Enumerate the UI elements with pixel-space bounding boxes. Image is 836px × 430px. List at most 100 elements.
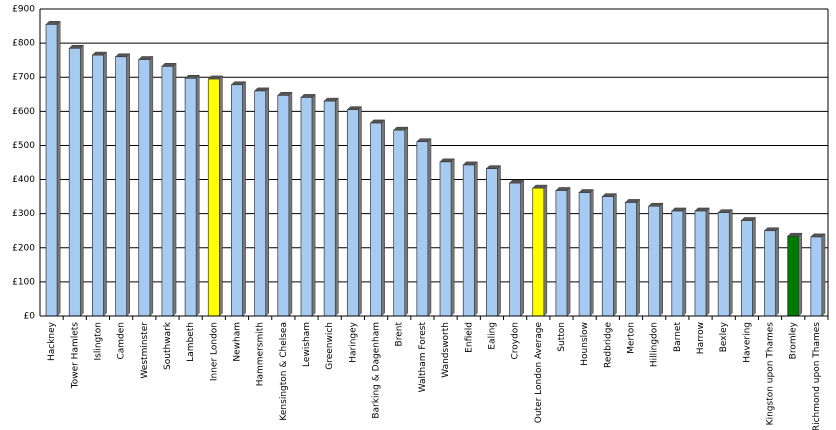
bar <box>68 47 81 317</box>
bar <box>300 96 313 317</box>
y-tick-label: £200 <box>12 243 35 253</box>
bar <box>601 196 614 317</box>
x-tick-label: Lambeth <box>186 322 196 362</box>
bar-side-shade <box>311 93 316 317</box>
bar-side-shade <box>682 207 687 317</box>
bar-side-shade <box>589 188 594 317</box>
y-tick-label: £400 <box>12 175 35 185</box>
bar <box>625 202 637 317</box>
x-tick-label: Southwark <box>163 321 173 370</box>
x-tick-label: Croydon <box>511 322 521 360</box>
x-tick-label: Newham <box>233 322 243 362</box>
bar-side-shade <box>659 202 663 317</box>
bar-side-shade <box>288 91 293 317</box>
bar <box>671 210 684 317</box>
bar <box>578 192 591 317</box>
y-tick-label: £700 <box>12 73 35 83</box>
bar <box>231 84 243 317</box>
bar-side-shade <box>103 51 107 317</box>
bar <box>92 54 104 317</box>
x-tick-label: Hounslow <box>580 322 590 366</box>
x-tick-label: Sutton <box>557 322 567 352</box>
x-tick-label: Bexley <box>719 321 729 352</box>
x-tick-label: Camden <box>117 322 127 360</box>
bar-side-shade <box>381 119 385 317</box>
bar-side-shade <box>427 138 432 317</box>
bar <box>416 141 429 317</box>
bar-side-shade <box>636 198 640 317</box>
x-tick-label: Kensington & Chelsea <box>279 322 289 421</box>
bar-side-shade <box>450 158 455 317</box>
x-tick-label: Enfield <box>464 322 474 353</box>
bar-side-shade <box>335 97 339 317</box>
y-tick-label: £800 <box>12 39 35 49</box>
bar <box>439 161 452 317</box>
x-tick-label: Westminster <box>140 322 150 379</box>
bar-side-shade <box>242 81 246 317</box>
bar <box>694 210 707 317</box>
bar-side-shade <box>613 193 617 317</box>
bar <box>486 168 498 317</box>
x-tick-label: Outer London Average <box>534 322 544 424</box>
x-tick-label: Ealing <box>487 322 497 350</box>
bar-side-shade <box>543 184 548 317</box>
y-tick-label: £900 <box>12 5 35 15</box>
x-tick-label: Barking & Dagenham <box>372 322 382 419</box>
y-tick-label: £0 <box>24 312 36 322</box>
bar <box>532 187 545 317</box>
bar <box>138 59 151 317</box>
bar-side-shade <box>149 55 154 317</box>
x-tick-label: Redbridge <box>603 322 613 368</box>
x-tick-label: Waltham Forest <box>418 322 428 393</box>
x-tick-label: Barnet <box>673 322 683 352</box>
bar-side-shade <box>126 53 130 317</box>
bar <box>45 24 58 317</box>
bar-side-shade <box>798 232 803 317</box>
x-tick-label: Wandsworth <box>441 322 451 378</box>
bar-side-shade <box>265 87 269 317</box>
bar <box>254 90 267 317</box>
bar-side-shade <box>404 126 409 317</box>
x-tick-label: Hillingdon <box>650 322 660 367</box>
bar <box>787 235 800 317</box>
x-tick-label: Richmond upon Thames <box>812 322 822 430</box>
bar <box>462 164 475 317</box>
bar-side-shade <box>195 74 200 317</box>
bar-side-shade <box>358 106 362 317</box>
bar-side-shade <box>219 75 223 317</box>
x-tick-label: Tower Hamlets <box>70 322 80 390</box>
bar-side-shade <box>775 227 779 317</box>
bar-side-shade <box>520 179 524 317</box>
bar-side-shade <box>566 186 571 317</box>
y-tick-label: £600 <box>12 107 35 117</box>
x-tick-label: Kingston upon Thames <box>766 322 776 426</box>
y-tick-label: £100 <box>12 277 35 287</box>
bar <box>184 77 197 317</box>
x-tick-label: Haringey <box>348 321 358 362</box>
bar <box>648 205 661 317</box>
bar-side-shade <box>705 207 710 317</box>
bar <box>346 109 359 317</box>
bar <box>740 220 753 317</box>
bar <box>717 212 730 317</box>
bar-side-shade <box>752 216 756 317</box>
x-tick-label: Merton <box>627 322 637 354</box>
x-tick-label: Harrow <box>696 322 706 354</box>
y-tick-label: £300 <box>12 209 35 219</box>
x-tick-label: Inner London <box>209 322 219 381</box>
bar-side-shade <box>474 161 478 317</box>
bar-side-shade <box>80 44 84 317</box>
bar-side-shade <box>172 62 177 317</box>
bar <box>115 56 128 317</box>
bar <box>370 122 382 317</box>
x-tick-label: Hackney <box>47 321 57 361</box>
x-tick-label: Hammersmith <box>256 322 266 386</box>
x-tick-label: Islington <box>93 322 103 361</box>
bar <box>323 100 336 317</box>
bar <box>161 65 174 317</box>
x-tick-label: Greenwich <box>325 322 335 370</box>
bar <box>277 94 290 317</box>
x-tick-label: Havering <box>742 322 752 363</box>
bar-side-shade <box>821 233 826 317</box>
